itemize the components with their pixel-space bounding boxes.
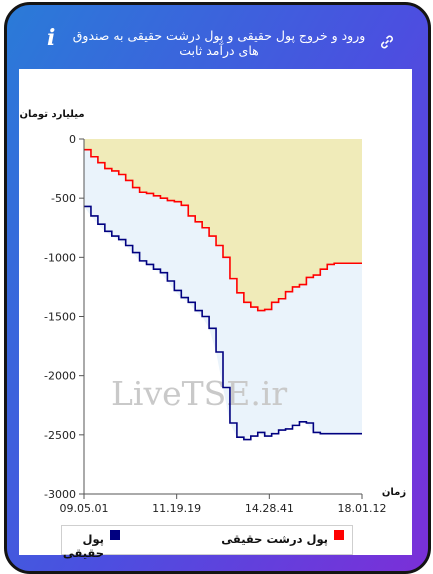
chart-legend: پول درشت حقیقی پول حقیقی	[61, 525, 353, 560]
y-tick-label: -2000	[44, 370, 76, 383]
area-chart: LiveTSE.ir 0 -500 -1000 -1500 -2000 -2500 -300…	[19, 109, 406, 515]
legend-swatch-real	[110, 530, 120, 540]
legend-label-real: پول حقیقی	[62, 532, 104, 560]
x-tick-label: 14.28.41	[245, 502, 294, 515]
y-tick-label: -3000	[44, 488, 76, 501]
y-tick-label: -1000	[44, 251, 76, 264]
series-line-big-real	[84, 148, 362, 312]
chart-card: i ورود و خروج پول حقیقی و پول درشت حقیقی…	[4, 2, 431, 574]
y-tick-label: -500	[51, 192, 76, 205]
x-tick-label: 11.19.19	[152, 502, 201, 515]
card-header: i ورود و خروج پول حقیقی و پول درشت حقیقی…	[7, 5, 428, 69]
chart-title: ورود و خروج پول حقیقی و پول درشت حقیقی ب…	[72, 28, 366, 58]
legend-label-big-real: پول درشت حقیقی	[221, 532, 328, 546]
y-tick-label: -1500	[44, 311, 76, 324]
series-line-real	[84, 205, 362, 441]
info-icon[interactable]: i	[47, 25, 56, 51]
area-lower-band	[84, 149, 362, 440]
watermark: LiveTSE.ir	[111, 374, 287, 413]
y-tick-label: 0	[69, 133, 76, 146]
area-upper-band	[84, 139, 362, 311]
x-tick-label: 09.05.01	[60, 502, 109, 515]
y-axis-label: میلیارد تومان	[19, 109, 84, 120]
legend-swatch-big-real	[334, 530, 344, 540]
y-tick-label: -2500	[44, 429, 76, 442]
x-axis-label: زمان	[382, 487, 406, 498]
link-icon[interactable]	[379, 34, 395, 50]
x-tick-label: 18.01.12	[338, 502, 387, 515]
chart-panel: LiveTSE.ir 0 -500 -1000 -1500 -2000 -2500 -300…	[19, 69, 412, 560]
